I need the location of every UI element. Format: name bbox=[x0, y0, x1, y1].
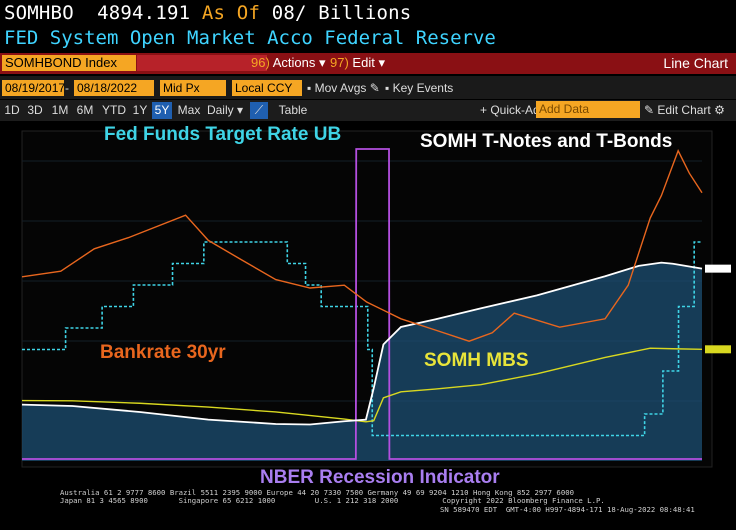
security-field[interactable]: SOMHBOND Index bbox=[2, 55, 136, 71]
price-type-select[interactable]: Mid Px bbox=[160, 80, 226, 96]
chevron-down-icon: ▾ bbox=[236, 103, 244, 117]
bankrate-line bbox=[21, 149, 703, 342]
footer: Australia 61 2 9777 8600 Brazil 5511 239… bbox=[0, 487, 736, 530]
somh-notes-area bbox=[22, 262, 702, 461]
ticker: SOMHBO bbox=[4, 2, 74, 24]
security-field-pad bbox=[137, 55, 267, 71]
as-of-label: As Of bbox=[201, 2, 261, 24]
footer-line-1: Australia 61 2 9777 8600 Brazil 5511 239… bbox=[60, 488, 574, 497]
checkbox-icon: ▪ bbox=[307, 81, 312, 95]
actions-menu[interactable]: 96) Actions ▾ bbox=[251, 55, 326, 70]
chart-svg bbox=[0, 121, 736, 487]
period-3d[interactable]: 3D bbox=[27, 103, 43, 117]
checkbox-icon: ▪ bbox=[385, 81, 390, 95]
period-6m[interactable]: 6M bbox=[76, 103, 94, 117]
settings-icon: ⚙ bbox=[714, 103, 725, 117]
nber-line bbox=[22, 148, 702, 460]
wrench-icon: ✎ bbox=[644, 103, 655, 117]
edit-menu[interactable]: 97) Edit ▾ bbox=[330, 55, 385, 70]
last-value-marker bbox=[705, 345, 731, 354]
nber-annotation: NBER Recession Indicator bbox=[260, 467, 500, 488]
pencil-icon: ✎ bbox=[369, 81, 380, 95]
table-button[interactable]: Table bbox=[278, 103, 308, 117]
chevron-down-icon: ▾ bbox=[378, 55, 385, 70]
units-label: Billions bbox=[318, 2, 412, 24]
add-data-input[interactable]: Add Data bbox=[536, 101, 640, 118]
key-events-toggle[interactable]: ▪ Key Events bbox=[385, 81, 454, 95]
mov-avgs-toggle[interactable]: ▪ Mov Avgs ✎ bbox=[307, 81, 380, 95]
somh-notes-annotation: SOMH T-Notes and T-Bonds bbox=[420, 131, 673, 152]
footer-line-3: SN 589470 EDT GMT-4:00 H997-4894-171 18-… bbox=[440, 505, 695, 514]
period-max[interactable]: Max bbox=[177, 103, 201, 117]
somh-notes-line bbox=[21, 261, 703, 426]
security-description: FED System Open Market Acco Federal Rese… bbox=[4, 27, 496, 49]
start-date-input[interactable]: 08/19/2017 bbox=[2, 80, 65, 96]
last-value-marker bbox=[705, 264, 731, 273]
bankrate-annotation: Bankrate 30yr bbox=[100, 342, 226, 363]
frequency-select[interactable]: Daily ▾ bbox=[206, 103, 244, 117]
fed-funds-line bbox=[22, 241, 702, 437]
chevron-down-icon: ▾ bbox=[318, 55, 326, 70]
fed-funds-annotation: Fed Funds Target Rate UB bbox=[104, 124, 342, 145]
edit-chart-button[interactable]: ✎ Edit Chart ⚙ bbox=[644, 103, 725, 117]
end-date-input[interactable]: 08/18/2022 bbox=[74, 80, 154, 96]
period-1d[interactable]: 1D bbox=[4, 103, 20, 117]
period-1m[interactable]: 1M bbox=[51, 103, 69, 117]
last-value: 4894.191 bbox=[97, 2, 191, 24]
as-of-date: 08/ bbox=[271, 2, 307, 24]
date-separator: - bbox=[65, 81, 69, 95]
period-5y[interactable]: 5Y bbox=[152, 102, 172, 119]
line-chart-icon[interactable]: ⟋ bbox=[250, 102, 268, 119]
period-ytd[interactable]: YTD bbox=[102, 103, 126, 117]
currency-select[interactable]: Local CCY bbox=[232, 80, 302, 96]
footer-line-2: Japan 81 3 4565 8900 Singapore 65 6212 1… bbox=[60, 496, 605, 505]
chart-area: Fed Funds Target Rate UB SOMH T-Notes an… bbox=[0, 121, 736, 488]
period-1y[interactable]: 1Y bbox=[132, 103, 148, 117]
somh-mbs-annotation: SOMH MBS bbox=[424, 350, 529, 371]
somh-mbs-line bbox=[21, 347, 703, 423]
header-line: SOMHBO 4894.191 As Of 08/ Billions bbox=[4, 1, 411, 25]
chart-type-label[interactable]: Line Chart bbox=[663, 55, 728, 71]
